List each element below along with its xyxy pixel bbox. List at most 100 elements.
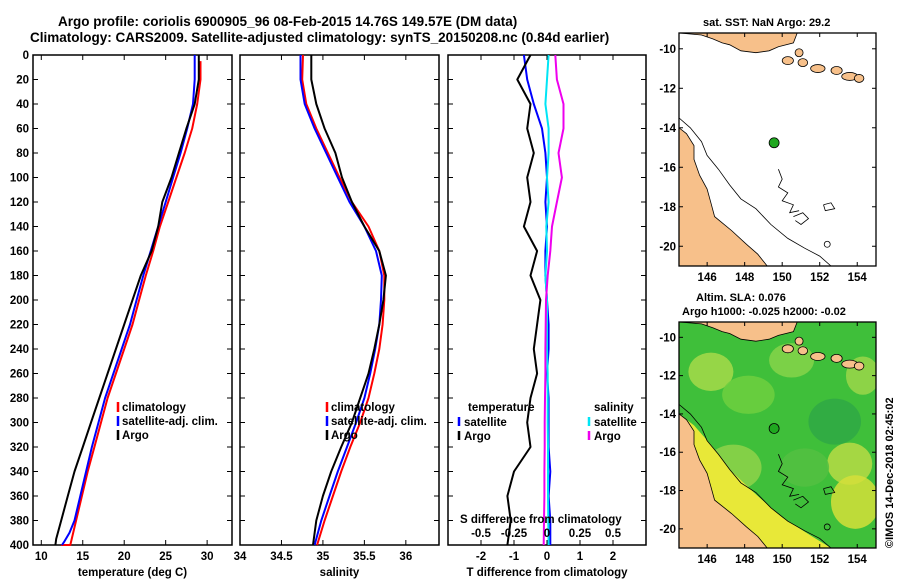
panel-frame [239,54,440,546]
x-tick-label: 35 [317,551,330,563]
coral-reef [823,523,831,531]
x-tick-label: 34 [234,551,247,563]
sst-map: -10 -12 -14 -16 -18 -20 146 148 150 152 154 [659,32,877,284]
map-frame [678,32,877,267]
map-x-tick-label: 146 [698,272,717,284]
legend-label: satellite-adj. clim. [122,416,218,428]
title-line1: Argo profile: coriolis 6900905_96 08-Feb… [58,14,517,29]
x-axis-label: salinity [320,567,360,579]
coral-reef [777,169,800,214]
series-argo [310,55,387,546]
series-argo [54,55,200,546]
float-marker [768,423,780,434]
x-tick-label: -1 [509,551,520,563]
x-tick-label: 20 [118,551,131,563]
map-y-tick-label: -16 [659,162,676,174]
coral-reef [793,495,810,509]
legend-label: satellite [464,417,507,429]
title-line2: Climatology: CARS2009. Satellite-adjuste… [30,30,609,45]
coral-reef [777,454,800,497]
map-y-tick-label: -16 [659,447,676,459]
float-marker [768,137,780,149]
island [797,58,809,68]
island [853,74,865,83]
legend-temperature-heading: temperature [468,402,534,414]
map-y-tick-label: -18 [659,202,676,214]
s-tick-label: 0 [544,528,550,540]
map-x-tick-label: 150 [773,272,792,284]
y-tick-label: 260 [10,369,29,381]
island [794,336,804,346]
legend-label: Argo [594,431,621,443]
map-x-tick-label: 148 [735,272,755,284]
series-satellite-adj-clim- [299,55,383,546]
y-tick-label: 60 [16,124,29,136]
island [853,361,865,371]
x-tick-label: 30 [201,551,214,563]
map-x-tick-label: 152 [810,272,829,284]
map-x-tick-label: 148 [735,554,755,566]
s-tick-label: 0.25 [569,528,592,540]
map-x-tick-label: 152 [810,554,829,566]
map-content [679,322,876,548]
coral-reef [793,212,810,225]
x-tick-label: 2 [610,551,616,563]
watermark: ©IMOS 14-Dec-2018 02:45:02 [884,397,896,548]
map-content [679,33,876,266]
x-tick-label: -2 [476,551,486,563]
sst-map-title: sat. SST: NaN Argo: 29.2 [703,17,830,29]
series-t-argo [506,54,542,546]
s-tick-label: -0.5 [471,528,491,540]
x-tick-label: 0 [544,551,550,563]
y-tick-label: 240 [10,344,29,356]
x-tick-label: 1 [577,551,584,563]
s-diff-label: S difference from climatology [460,514,622,526]
series-satellite-adj-clim- [61,55,196,546]
y-tick-label: 200 [10,295,29,307]
reef-contour [679,404,832,548]
difference-panel: -2 -1 0 1 2 T difference from climatology -0.5… [447,54,647,579]
x-tick-label: 36 [399,551,412,563]
y-tick-label: 120 [10,197,29,209]
y-tick-label: 220 [10,320,29,332]
legend-label: climatology [331,402,396,414]
y-tick-label: 300 [10,418,29,430]
y-tick-label: 400 [10,540,29,552]
map-y-tick-label: -10 [659,44,676,56]
sla-blob [808,398,861,445]
reef-contour [679,117,832,266]
coral-reef [823,202,836,212]
y-tick-label: 280 [10,393,29,405]
map-x-tick-label: 150 [773,554,792,566]
x-axis-label: T difference from climatology [466,567,628,579]
coral-reef [823,486,836,495]
s-tick-label: 0.5 [605,528,622,540]
land-png [679,33,798,54]
legend-label: climatology [122,402,187,414]
land-png [679,322,798,342]
map-y-tick-label: -20 [659,241,676,253]
map-y-tick-label: -20 [659,524,676,536]
y-tick-label: 40 [16,99,29,111]
y-tick-label: 20 [16,75,29,87]
land-australia [679,127,768,266]
legend-salinity-heading: salinity [594,402,634,414]
map-y-tick-label: -12 [659,371,676,383]
y-tick-label: 340 [10,467,29,479]
sla-blob [688,352,734,391]
coral-reef [823,240,831,248]
legend-label: Argo [464,431,491,443]
island [810,64,826,73]
map-y-tick-label: -14 [659,409,676,421]
y-tick-label: 160 [10,246,29,258]
sla-map-title-1: Altim. SLA: 0.076 [696,292,786,304]
island [830,66,843,75]
x-tick-label: 25 [159,551,172,563]
sla-map: -10 -12 -14 -16 -18 -20 146 148 150 152 154 [659,321,877,566]
land-australia [679,413,768,548]
island [830,353,843,363]
legend-label: satellite-adj. clim. [331,416,427,428]
map-y-tick-label: -12 [659,83,676,95]
map-x-tick-label: 146 [698,554,717,566]
